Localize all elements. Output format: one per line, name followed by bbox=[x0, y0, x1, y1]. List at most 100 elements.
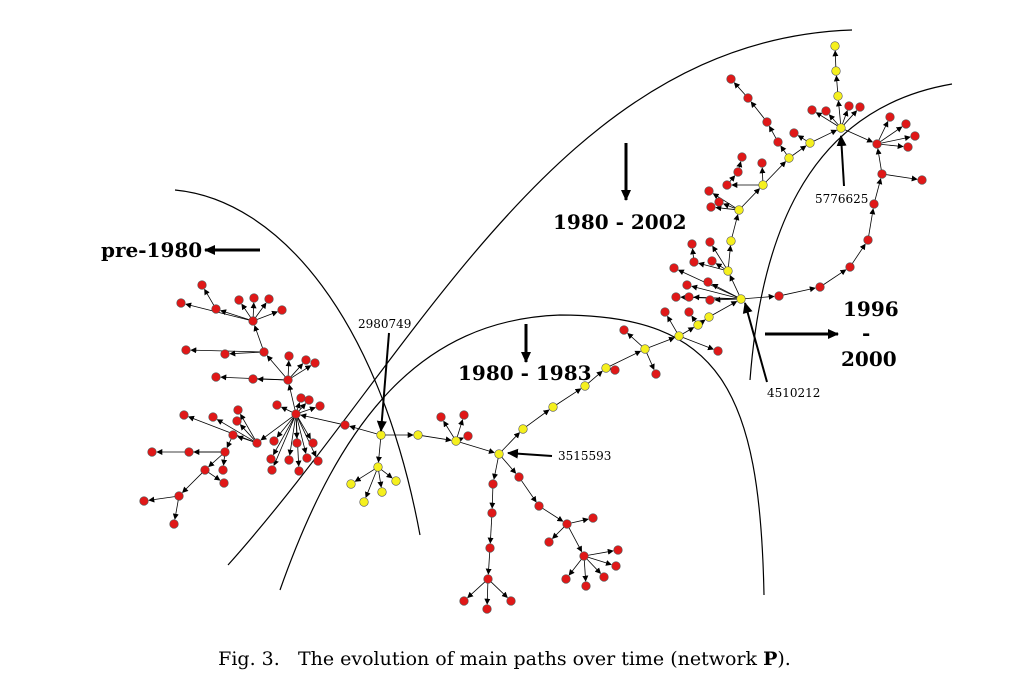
edge-h2-r5 bbox=[291, 365, 312, 379]
node-q5 bbox=[264, 294, 274, 304]
node-p0 bbox=[340, 420, 350, 430]
edge-c-lc5 bbox=[711, 283, 738, 298]
node-h4 bbox=[248, 316, 258, 326]
edge-ul9-ul10 bbox=[750, 101, 765, 119]
edge-m16-d bbox=[813, 129, 838, 142]
node-v2 bbox=[184, 447, 194, 457]
main-path-node-m7 bbox=[640, 344, 650, 354]
node-bc2 bbox=[534, 501, 544, 511]
edge-b-m3 bbox=[501, 432, 521, 452]
edge-m11-lc9 bbox=[712, 245, 727, 268]
edge-d-dd4 bbox=[843, 110, 858, 126]
edge-h1-s3 bbox=[280, 406, 293, 413]
edge-m6-m7 bbox=[609, 350, 642, 367]
edge-m13-ul3 bbox=[715, 205, 735, 212]
node-lc2 bbox=[682, 280, 692, 290]
node-rc1 bbox=[774, 291, 784, 301]
edge-rc7-rc9 bbox=[880, 126, 903, 142]
edge-m2-b bbox=[460, 441, 495, 454]
period-label-1996: 1996 bbox=[843, 297, 899, 321]
node-ul4 bbox=[722, 180, 732, 190]
node-bc3 bbox=[562, 519, 572, 529]
edge-h1-s4 bbox=[295, 402, 301, 411]
node-q1 bbox=[176, 298, 186, 308]
node-dd4 bbox=[855, 102, 865, 112]
main-path-node-m10 bbox=[704, 312, 714, 322]
edge-c-rc1 bbox=[745, 293, 775, 300]
edge-bc3-bc5 bbox=[552, 526, 565, 539]
edge-h5-u1 bbox=[188, 415, 254, 442]
edge-h1-h2 bbox=[287, 384, 296, 410]
node-rc4 bbox=[863, 235, 873, 245]
node-lc5 bbox=[703, 277, 713, 287]
node-bb6 bbox=[482, 604, 492, 614]
edge-h4-q3 bbox=[241, 303, 251, 318]
node-mm6 bbox=[713, 346, 723, 356]
node-q2 bbox=[211, 304, 221, 314]
edge-m15-m16 bbox=[792, 145, 807, 156]
edge-m14-ul7 bbox=[759, 167, 766, 181]
edge-h1-s5 bbox=[298, 403, 307, 412]
node-h9 bbox=[174, 491, 184, 501]
node-callouts: 2980749 3515593 4510212 5776625 bbox=[358, 135, 868, 463]
node-v1 bbox=[147, 447, 157, 457]
edge-bb4-bb7 bbox=[490, 581, 508, 599]
node-q6 bbox=[277, 305, 287, 315]
node-bb2 bbox=[487, 508, 497, 518]
node-lc8 bbox=[687, 239, 697, 249]
edge-h1-v4 bbox=[273, 417, 295, 456]
edge-bc6-bc7 bbox=[568, 559, 582, 576]
node-lc1 bbox=[669, 263, 679, 273]
edge-h2-r4 bbox=[290, 363, 304, 378]
node-v5 bbox=[284, 455, 294, 465]
main-path-node-m3 bbox=[518, 424, 528, 434]
main-path-node-t2 bbox=[831, 66, 841, 76]
edge-h1-s6 bbox=[299, 406, 316, 414]
main-path-node-m2 bbox=[451, 436, 461, 446]
edge-d-dd3 bbox=[842, 110, 849, 125]
edge-m4-m5 bbox=[556, 388, 582, 405]
late-period-boundary bbox=[749, 83, 953, 381]
node-rc2 bbox=[815, 282, 825, 292]
node-dd1 bbox=[807, 105, 817, 115]
edge-ul5-ul6 bbox=[736, 161, 743, 168]
node-u6 bbox=[292, 438, 302, 448]
node-ul3 bbox=[706, 202, 716, 212]
edge-ul10-ul11 bbox=[733, 82, 746, 96]
node-bc4 bbox=[588, 513, 598, 523]
node-u3 bbox=[233, 405, 243, 415]
node-bc1 bbox=[514, 472, 524, 482]
edge-h9-w1 bbox=[148, 496, 175, 503]
main-period-boundary bbox=[227, 29, 853, 566]
node-v3 bbox=[218, 465, 228, 475]
edge-y1-y3 bbox=[365, 470, 377, 499]
edge-h4-q4 bbox=[250, 302, 257, 317]
edge-y1-y2 bbox=[354, 468, 375, 482]
edge-bb4-bb5 bbox=[467, 581, 486, 599]
edge-y1-y5 bbox=[381, 469, 393, 479]
node-h7 bbox=[220, 447, 230, 457]
main-path-node-y1 bbox=[373, 462, 383, 472]
main-path-node-t1 bbox=[833, 91, 843, 101]
period-label-pre-1980: pre-1980 bbox=[101, 238, 202, 262]
node-bb5 bbox=[459, 596, 469, 606]
node-ul8 bbox=[773, 137, 783, 147]
edge-c-lc6 bbox=[714, 296, 737, 303]
node-v4 bbox=[266, 454, 276, 464]
node-ul6 bbox=[737, 152, 747, 162]
node-bb1 bbox=[488, 479, 498, 489]
node-s3 bbox=[272, 400, 282, 410]
edge-h1-v6 bbox=[296, 418, 308, 454]
edge-h4-q5 bbox=[255, 302, 267, 318]
node-h2 bbox=[283, 375, 293, 385]
node-rc11 bbox=[903, 142, 913, 152]
edge-rc7-rc11 bbox=[881, 143, 904, 149]
edge-m2-n2 bbox=[456, 419, 464, 438]
edge-h3-r2 bbox=[229, 350, 260, 357]
edge-m16-ul12 bbox=[797, 135, 807, 142]
edge-h1-u5 bbox=[276, 417, 294, 438]
node-n3 bbox=[463, 431, 473, 441]
main-path-node-c bbox=[736, 294, 746, 304]
edge-rc1-rc2 bbox=[783, 286, 816, 296]
caption-text: The evolution of main paths over time (n… bbox=[297, 648, 764, 670]
